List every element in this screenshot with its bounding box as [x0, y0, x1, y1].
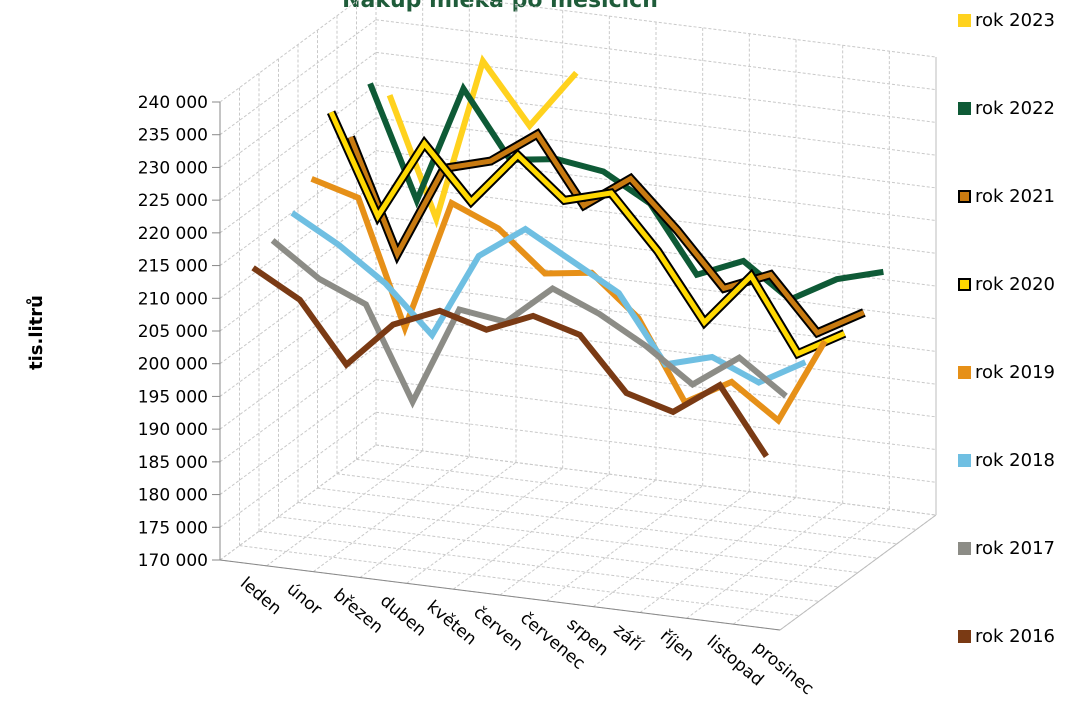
legend-item: rok 2021: [958, 184, 1055, 208]
series-line: [251, 265, 769, 458]
legend-swatch: [958, 629, 971, 643]
x-tick-label: únor: [283, 579, 326, 619]
series-rok-2020: [326, 110, 847, 360]
legend-item: rok 2018: [958, 448, 1055, 472]
series-layer: [251, 54, 884, 458]
legend-swatch: [958, 541, 971, 555]
legend-label: rok 2021: [975, 185, 1055, 207]
gridline-back-wall: [375, 150, 937, 222]
gridline-side-wall: [219, 346, 377, 463]
x-tick-label: březen: [329, 585, 386, 638]
legend-label: rok 2020: [975, 273, 1055, 295]
gridline-floor-depth: [313, 456, 470, 573]
x-tick-label: listopad: [703, 632, 767, 691]
y-tick-label: 225 000: [138, 191, 208, 211]
y-tick-label: 190 000: [138, 420, 208, 440]
gridline-side-wall: [219, 84, 377, 201]
x-tick-label: květen: [423, 597, 480, 650]
series-line: [310, 176, 828, 426]
y-tick-label: 180 000: [138, 486, 208, 506]
y-tick-label: 170 000: [138, 551, 208, 571]
legend-item: rok 2019: [958, 360, 1055, 384]
legend-swatch: [958, 277, 971, 291]
legend-label: rok 2017: [975, 537, 1055, 559]
x-tick-label: září: [609, 620, 647, 656]
series-rok-2016: [251, 265, 769, 458]
series-line-outline: [346, 128, 866, 339]
floor-edge: [779, 514, 937, 631]
gridline-side-wall: [219, 150, 377, 266]
gridline-side-wall: [219, 281, 377, 397]
legend-swatch: [958, 13, 971, 27]
y-tick-label: 215 000: [138, 257, 208, 277]
gridline-side-wall: [219, 215, 377, 332]
x-tick-label: duben: [376, 591, 430, 641]
series-rok-2018: [290, 210, 807, 386]
legend-label: rok 2019: [975, 361, 1055, 383]
gridline-floor-category: [317, 487, 878, 559]
series-line: [348, 130, 865, 336]
series-line: [328, 111, 846, 357]
y-tick-label: 240 000: [138, 93, 208, 113]
series-rok-2021: [346, 128, 866, 339]
legend-swatch: [958, 453, 971, 467]
gridline-floor-category: [239, 545, 800, 617]
legend-item: rok 2020: [958, 272, 1055, 296]
gridline-floor-depth: [546, 485, 703, 602]
series-line: [367, 82, 884, 303]
chart-title: Nákup mléka po měsících: [342, 0, 658, 13]
legend-label: rok 2023: [975, 9, 1055, 31]
y-tick-label: 195 000: [138, 387, 208, 407]
gridline-floor-category: [278, 516, 839, 588]
gridline-back-wall: [375, 84, 937, 156]
legend-item: rok 2016: [958, 624, 1055, 648]
series-line: [290, 210, 807, 386]
y-tick-label: 230 000: [138, 158, 208, 178]
legend-item: rok 2022: [958, 96, 1055, 120]
x-tick-label: říjen: [656, 626, 698, 666]
legend-item: rok 2023: [958, 8, 1055, 32]
legend-swatch: [958, 101, 971, 115]
gridline-floor-category: [258, 530, 820, 602]
x-tick-label: červen: [469, 603, 526, 656]
x-tick-label: leden: [236, 573, 285, 619]
gridline-floor-depth: [406, 467, 563, 584]
gridline-floor-category: [356, 458, 917, 530]
y-tick-label: 210 000: [138, 289, 208, 309]
legend-label: rok 2018: [975, 449, 1055, 471]
y-tick-label: 220 000: [138, 224, 208, 244]
gridline-floor-depth: [639, 497, 797, 613]
y-tick-label: 205 000: [138, 322, 208, 342]
legend-swatch: [958, 365, 971, 379]
gridline-back-wall: [375, 280, 937, 352]
legend-swatch: [958, 189, 971, 203]
gridline-floor-category: [297, 502, 859, 573]
gridline-back-wall: [375, 346, 937, 418]
legend-label: rok 2016: [975, 625, 1055, 647]
series-rok-2023: [386, 54, 579, 229]
gridline-floor-category: [375, 444, 937, 516]
x-axis-line: [219, 559, 781, 631]
y-tick-label: 200 000: [138, 355, 208, 375]
gridline-floor-category: [336, 473, 898, 545]
series-line: [270, 238, 788, 409]
y-tick-label: 175 000: [138, 518, 208, 538]
legend-label: rok 2022: [975, 97, 1055, 119]
grid-layer: [219, 0, 937, 631]
y-tick-label: 185 000: [138, 453, 208, 473]
y-tick-label: 235 000: [138, 126, 208, 146]
legend-item: rok 2017: [958, 536, 1055, 560]
